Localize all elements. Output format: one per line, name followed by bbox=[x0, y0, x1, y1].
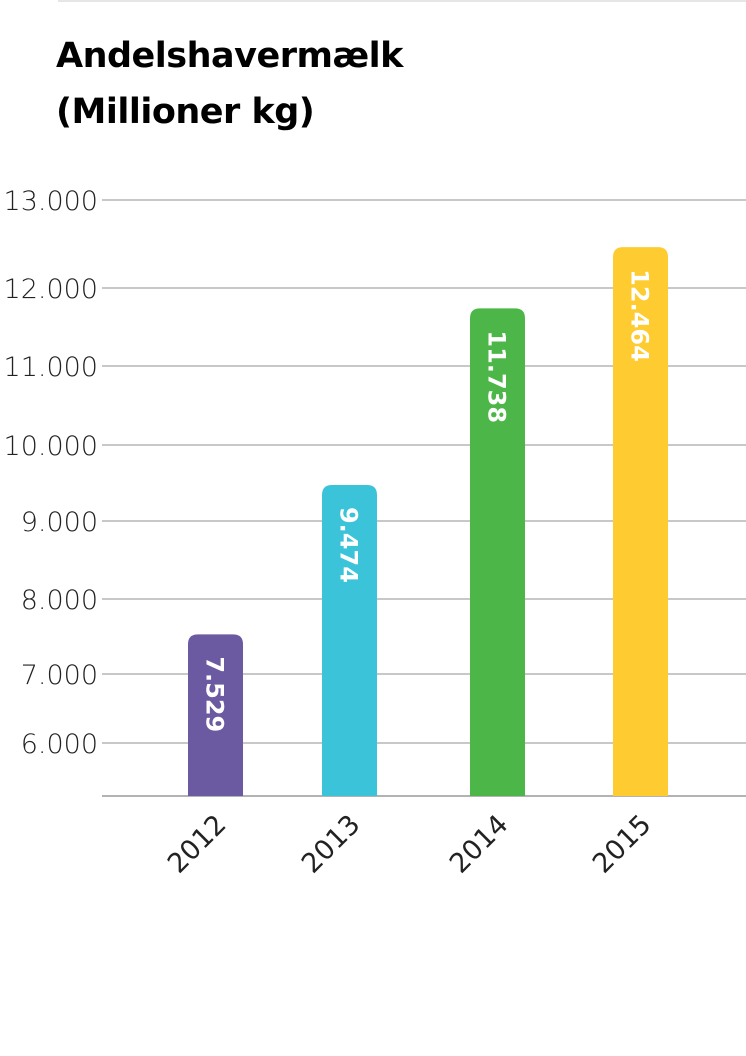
x-tick-label: 2012 bbox=[162, 809, 233, 880]
y-tick-label: 11.000 bbox=[4, 352, 98, 383]
value-label: 11.738 bbox=[483, 330, 511, 423]
bar-2014 bbox=[470, 308, 525, 796]
y-tick-label: 9.000 bbox=[21, 507, 98, 538]
y-tick-label: 8.000 bbox=[21, 585, 98, 616]
y-tick-label: 13.000 bbox=[4, 186, 98, 217]
chart-title: Andelshavermælk (Millioner kg) bbox=[56, 28, 403, 140]
y-tick-label: 6.000 bbox=[21, 729, 98, 760]
chart-title-line-2: (Millioner kg) bbox=[56, 92, 315, 132]
bar-2015 bbox=[613, 247, 668, 797]
chart-title-line-1: Andelshavermælk bbox=[56, 36, 403, 76]
bar-2012 bbox=[188, 634, 243, 796]
value-label: 12.464 bbox=[626, 269, 654, 362]
top-divider bbox=[58, 0, 746, 2]
value-label: 7.529 bbox=[201, 656, 229, 732]
bar-2013 bbox=[322, 484, 377, 796]
x-tick-label: 2015 bbox=[587, 809, 658, 880]
y-tick-label: 12.000 bbox=[4, 274, 98, 305]
x-tick-label: 2013 bbox=[296, 809, 367, 880]
x-tick-label: 2014 bbox=[444, 809, 515, 880]
y-tick-label: 7.000 bbox=[21, 660, 98, 691]
value-label: 9.474 bbox=[335, 507, 363, 583]
y-tick-label: 10.000 bbox=[4, 431, 98, 462]
